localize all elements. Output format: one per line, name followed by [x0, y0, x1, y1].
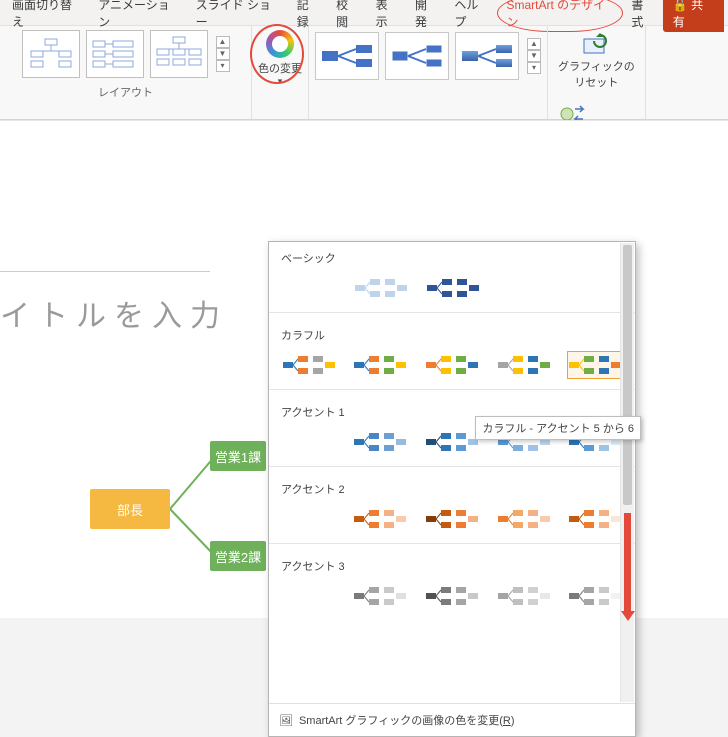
color-swatch[interactable] — [567, 505, 623, 533]
section-title-colorful: カラフル — [281, 327, 623, 343]
layout-thumb-3[interactable] — [150, 30, 208, 78]
ribbon-group-reset: グラフィックの リセット 変換 ▾ — [548, 26, 646, 119]
chevron-down-icon: ▾ — [278, 76, 283, 87]
color-swatch[interactable] — [281, 582, 337, 610]
divider — [0, 271, 210, 272]
color-swatch[interactable] — [567, 351, 623, 379]
divider — [269, 312, 635, 313]
color-swatch[interactable] — [281, 428, 337, 456]
swatch-row-accent3 — [281, 582, 623, 610]
color-swatch[interactable] — [353, 274, 409, 302]
footer-text: SmartArt グラフィックの画像の色を変更(R) — [299, 712, 515, 728]
dropdown-body: ベーシック カラフル — [269, 242, 635, 703]
divider — [269, 389, 635, 390]
layout-thumb-2[interactable] — [86, 30, 144, 78]
section-title-accent2: アクセント 2 — [281, 481, 623, 497]
color-swatch[interactable] — [424, 428, 480, 456]
styles-spinner[interactable]: ▲▼▾ — [527, 38, 541, 74]
slide-canvas: イトルを入力 部長 営業1課 営業2課 ベーシック カラフル — [0, 120, 728, 618]
section-basic: ベーシック — [269, 242, 635, 306]
section-title-accent3: アクセント 3 — [281, 558, 623, 574]
layout-spinner[interactable]: ▲▼▾ — [216, 36, 230, 72]
section-colorful: カラフル — [269, 319, 635, 383]
color-change-label: 色の変更 — [258, 60, 302, 76]
color-swatch[interactable] — [496, 505, 552, 533]
color-swatch[interactable] — [353, 505, 409, 533]
divider — [269, 543, 635, 544]
layout-group-label: レイアウト — [98, 84, 153, 100]
color-swatch[interactable] — [353, 582, 409, 610]
org-node-emp2[interactable]: 営業2課 — [210, 541, 266, 571]
style-thumb-1[interactable] — [315, 32, 379, 80]
color-swatch[interactable] — [281, 351, 337, 379]
color-swatch[interactable] — [425, 274, 481, 302]
swatch-row-accent2 — [281, 505, 623, 533]
color-swatch[interactable] — [496, 582, 552, 610]
color-swatch[interactable] — [567, 582, 623, 610]
ribbon-group-styles: ▲▼▾ — [309, 26, 548, 119]
menubar: 画面切り替え アニメーション スライド ショー 記録 校閲 表示 開発 ヘルプ … — [0, 0, 728, 26]
color-swatch[interactable] — [353, 428, 409, 456]
style-thumb-2[interactable] — [385, 32, 449, 80]
color-swatch[interactable] — [353, 351, 409, 379]
ribbon: ▲▼▾ レイアウト 色の変更 ▾ ▲▼▾ グラフィックの リセット — [0, 26, 728, 120]
color-swatch[interactable] — [281, 505, 337, 533]
reset-label: グラフィックの リセット — [558, 58, 635, 90]
swatch-row-colorful — [281, 351, 623, 379]
section-accent3: アクセント 3 — [269, 550, 635, 614]
color-swatch[interactable] — [424, 505, 480, 533]
color-swatch[interactable] — [281, 274, 337, 302]
dropdown-scrollbar[interactable] — [620, 243, 634, 702]
color-change-button[interactable]: 色の変更 ▾ — [252, 26, 309, 119]
layout-thumb-1[interactable] — [22, 30, 80, 78]
reset-icon — [581, 32, 611, 56]
divider — [269, 466, 635, 467]
swatch-tooltip: カラフル - アクセント 5 から 6 — [475, 416, 641, 440]
color-swatch[interactable] — [424, 351, 480, 379]
picture-icon: 🖼 — [279, 714, 293, 727]
style-thumb-3[interactable] — [455, 32, 519, 80]
color-dropdown: ベーシック カラフル — [268, 241, 636, 737]
scroll-highlight-arrow-icon — [624, 513, 631, 613]
org-node-boss[interactable]: 部長 — [90, 489, 170, 529]
share-button[interactable]: 🔓 共有 — [663, 0, 724, 32]
swatch-row-basic — [281, 274, 623, 302]
ribbon-group-layouts: ▲▼▾ レイアウト — [0, 26, 252, 119]
reset-graphic-button[interactable]: グラフィックの リセット — [558, 32, 635, 90]
dropdown-footer-recolor[interactable]: 🖼 SmartArt グラフィックの画像の色を変更(R) — [269, 703, 635, 736]
section-accent2: アクセント 2 — [269, 473, 635, 537]
color-swatch[interactable] — [424, 582, 480, 610]
color-swatch[interactable] — [496, 351, 552, 379]
section-title-basic: ベーシック — [281, 250, 623, 266]
org-node-emp1[interactable]: 営業1課 — [210, 441, 266, 471]
palette-icon — [266, 30, 294, 58]
scroll-thumb[interactable] — [623, 245, 632, 505]
share-label: 共有 — [673, 0, 703, 29]
title-placeholder[interactable]: イトルを入力 — [0, 291, 228, 335]
